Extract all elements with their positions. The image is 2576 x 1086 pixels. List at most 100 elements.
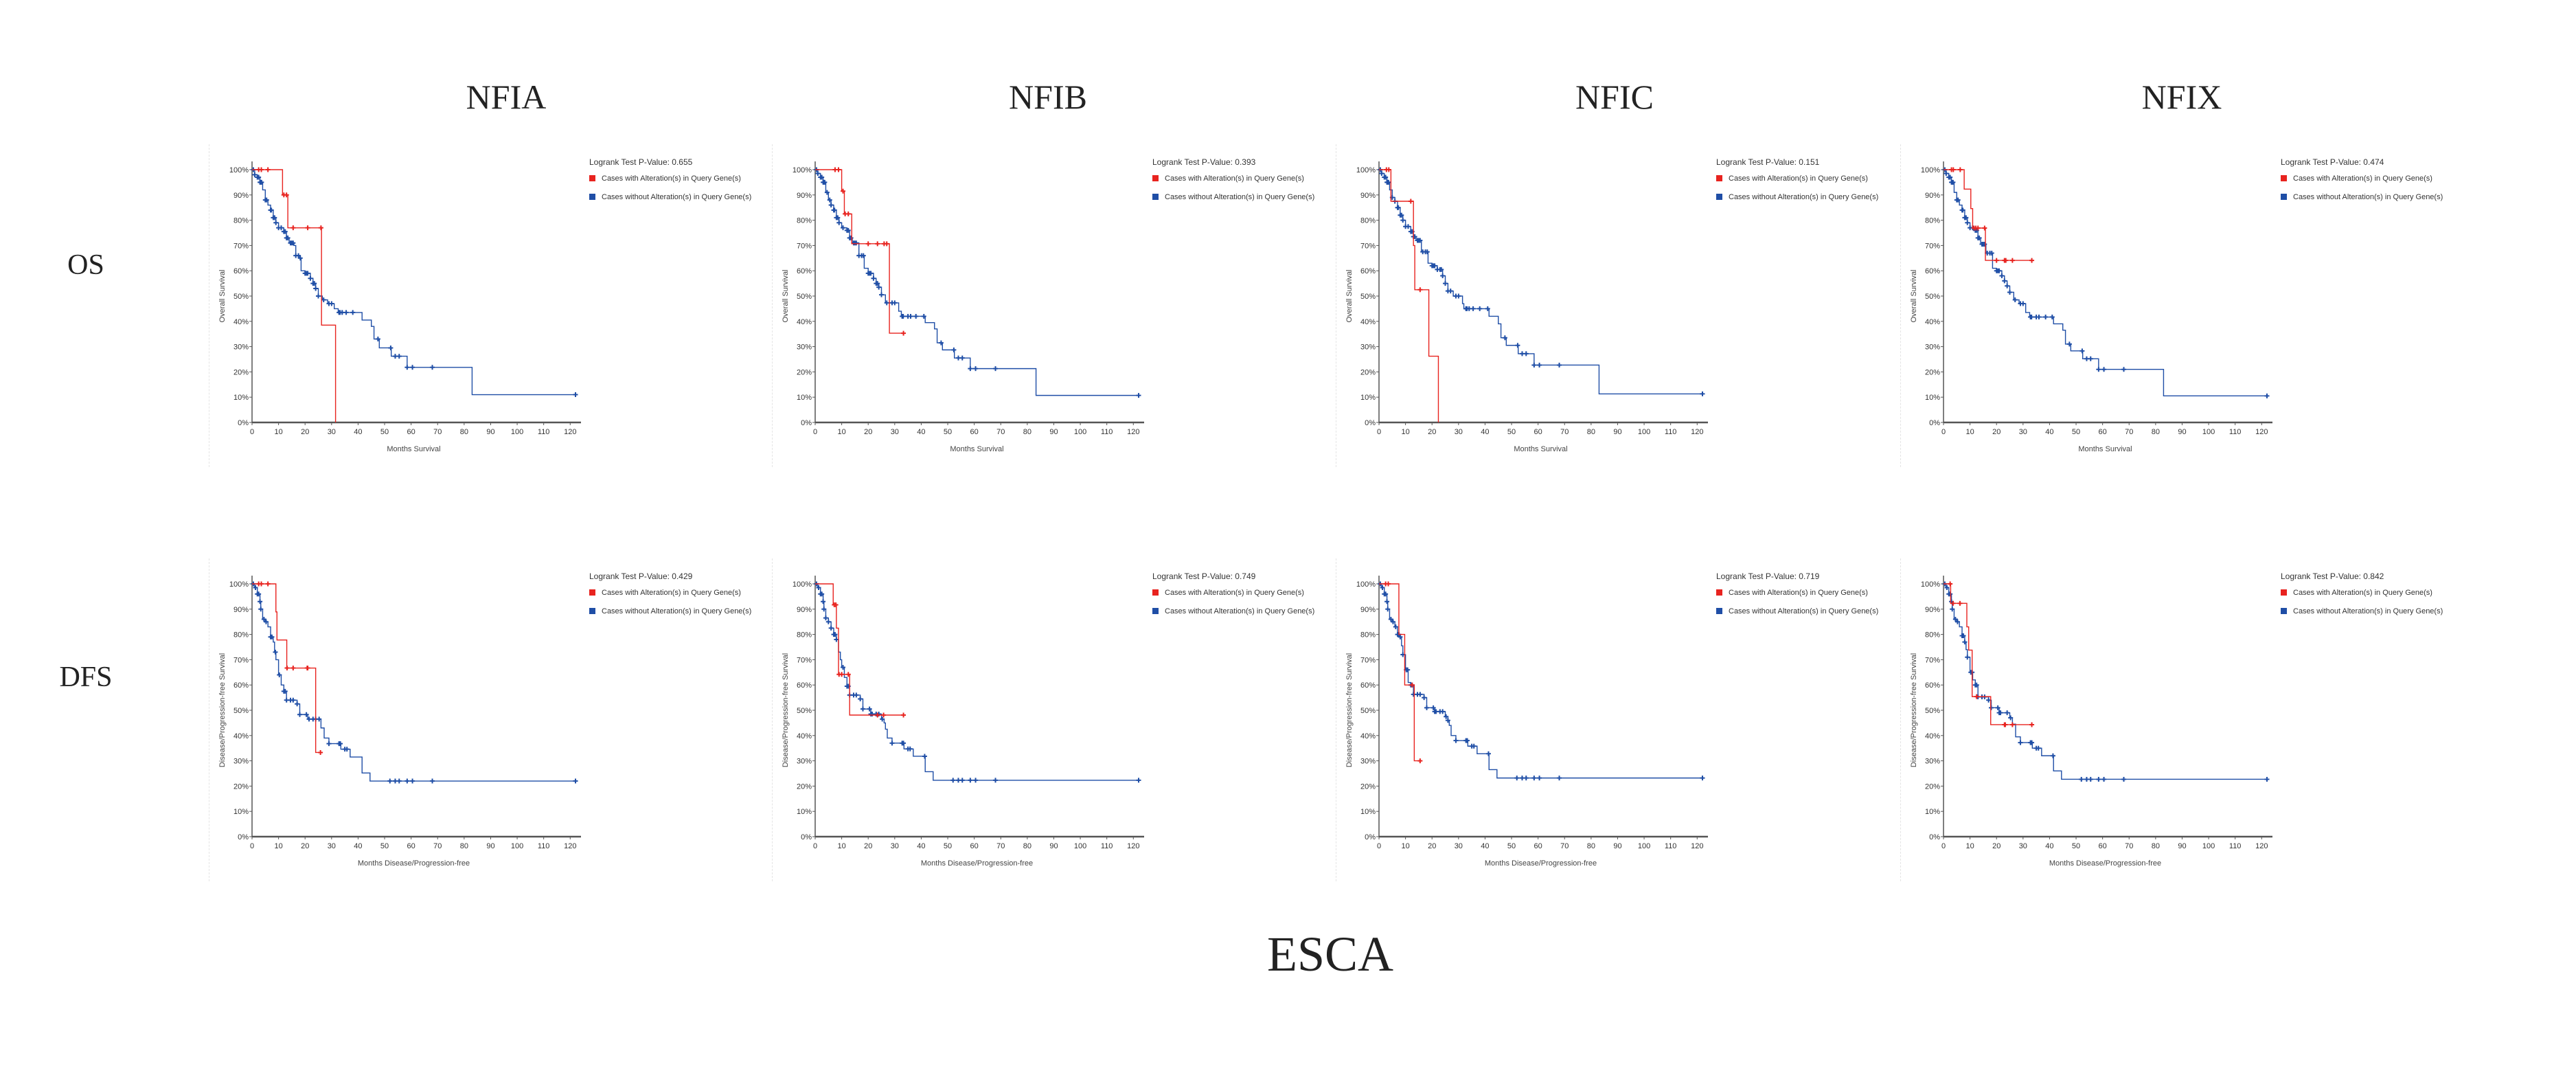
censor-mark [1393,624,1398,630]
x-tick-label: 110 [1665,428,1677,436]
censor-mark [1954,619,1960,624]
censor-mark [816,585,821,591]
y-tick-label: 0% [801,833,812,841]
column-title-nfia: NFIA [466,78,547,116]
censor-mark [1417,758,1423,764]
censor-mark [854,692,859,698]
y-tick-label: 40% [797,732,812,740]
censor-mark [1537,776,1542,781]
x-tick-label: 50 [1507,842,1516,850]
x-tick-label: 80 [1587,842,1595,850]
censor-mark [272,215,277,220]
legend-swatch-altered [1152,175,1159,181]
censor-mark [1388,617,1393,622]
x-tick-label: 30 [1455,428,1463,436]
censor-mark [329,301,334,306]
censor-mark [828,625,834,631]
censor-mark [1431,705,1436,710]
censor-mark [854,240,859,246]
censor-mark [316,293,321,299]
censor-mark [828,203,834,208]
y-tick-label: 40% [1360,318,1376,326]
censor-mark [824,190,830,195]
censor-mark [2009,258,2015,263]
censor-mark [875,241,880,247]
censor-mark [2066,341,2072,347]
legend-swatch-unaltered [1716,194,1722,200]
censor-mark [343,310,349,315]
censor-mark [1537,362,1542,367]
censor-mark [1994,258,1999,263]
km-plot-nfic-dfs: 0% 10% 20% 30% 40% 50% 60% 70% 80% 90% 100% 0 10 20 30… [1336,558,1900,881]
censor-mark [835,215,841,220]
x-tick-label: 60 [1534,842,1542,850]
censor-mark [1950,600,1956,606]
y-tick-label: 40% [1360,732,1376,740]
censor-mark [1383,174,1389,180]
row-label-os: OS [67,249,104,281]
y-tick-label: 100% [1921,580,1940,589]
x-tick-label: 70 [996,428,1005,436]
column-title-nfib: NFIB [1009,78,1087,116]
legend-swatch-altered [1152,589,1159,596]
y-tick-label: 20% [1360,368,1376,376]
x-tick-label: 110 [538,842,550,850]
censor-mark [1961,633,1966,638]
x-tick-label: 0 [250,428,254,436]
x-tick-label: 10 [1401,428,1409,436]
censor-mark [1445,718,1450,723]
logrank-pvalue: Logrank Test P-Value: 0.393 [1152,157,1256,167]
x-tick-label: 40 [2045,842,2053,850]
y-tick-label: 40% [233,318,249,326]
censor-mark [1417,238,1423,243]
x-tick-label: 110 [2229,428,2242,436]
y-tick-label: 90% [1925,606,1940,614]
legend-swatch-unaltered [589,194,595,200]
y-tick-label: 60% [1925,267,1940,275]
y-axis-label: Disease/Progression-free Survival [782,653,790,767]
censor-mark [880,716,885,722]
legend-swatch-altered [1716,175,1722,181]
y-tick-label: 100% [793,166,812,174]
y-tick-label: 10% [1925,394,1940,402]
censor-mark [1386,581,1391,587]
x-tick-label: 90 [1049,842,1058,850]
y-tick-label: 60% [233,681,249,690]
km-plot-svg: 0% 10% 20% 30% 40% 50% 60% 70% 80% 90% 100% 0 10 20 30… [782,157,1314,453]
censor-mark [845,211,851,216]
censor-mark [344,747,350,752]
y-tick-label: 0% [238,419,249,427]
censor-mark [841,664,846,670]
y-tick-label: 0% [1365,833,1376,841]
censor-mark [297,256,303,261]
x-tick-label: 100 [1638,842,1650,850]
survival-curve-unaltered [1944,169,2267,397]
censor-mark [387,778,393,784]
censor-mark [884,241,889,247]
y-tick-label: 0% [801,419,812,427]
km-plot-svg: 0% 10% 20% 30% 40% 50% 60% 70% 80% 90% 100% 0 10 20 30… [1910,157,2443,453]
censor-mark [1432,263,1437,269]
x-tick-label: 110 [1665,842,1677,850]
y-tick-label: 80% [233,631,249,640]
censor-mark [871,275,876,281]
censor-mark [282,229,288,234]
censor-mark [973,778,979,783]
survival-curve-altered [815,583,904,716]
censor-mark [1700,776,1705,781]
censor-mark [2036,745,2041,751]
y-tick-label: 80% [797,631,812,640]
x-tick-label: 110 [538,428,550,436]
logrank-pvalue: Logrank Test P-Value: 0.719 [1716,572,1820,581]
censor-mark [1440,273,1446,279]
y-tick-label: 90% [1360,606,1376,614]
censor-mark [1944,585,1950,591]
censor-mark [430,365,435,370]
censor-mark [304,712,309,717]
y-tick-label: 80% [1360,217,1376,225]
x-tick-label: 80 [460,428,468,436]
legend-swatch-unaltered [1152,608,1159,614]
censor-mark [2079,348,2085,354]
censor-mark [396,778,402,784]
x-tick-label: 30 [2019,428,2027,436]
